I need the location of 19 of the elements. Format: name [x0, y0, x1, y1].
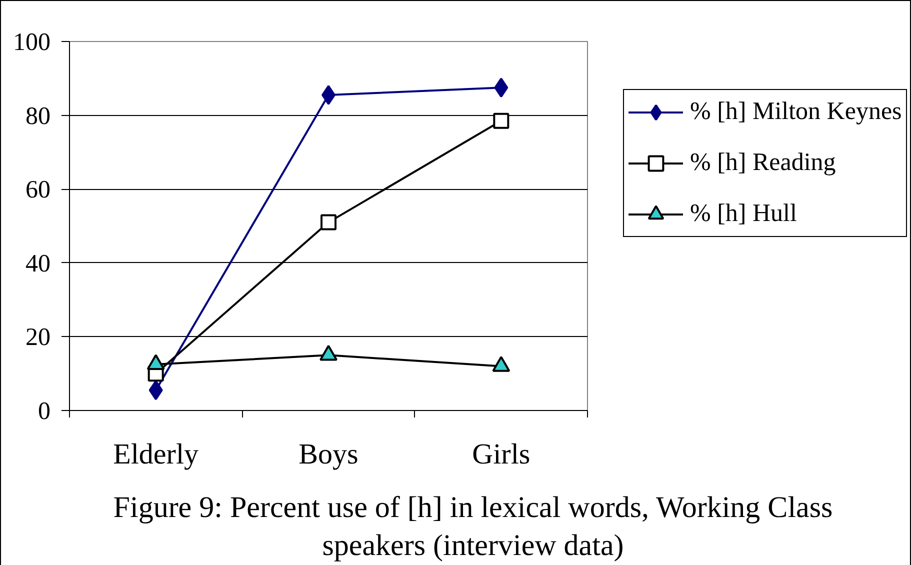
point [320, 344, 338, 361]
point [494, 78, 508, 98]
y-tick-label: 100 [13, 29, 50, 56]
legend-label: % [h] Milton Keynes [690, 97, 902, 127]
legend-label: % [h] Reading [690, 148, 836, 178]
y-tick-label: 0 [38, 398, 50, 425]
legend-label: % [h] Hull [690, 199, 797, 229]
point [146, 354, 165, 370]
point [493, 112, 510, 129]
text: Figure 9: Percent use of [h] in lexical words, Working Class speakers (interview data) [112, 490, 834, 564]
x-tick-label: Girls [472, 438, 530, 470]
y-tick-label: 40 [26, 250, 50, 278]
y-tick-label: 60 [26, 176, 50, 204]
x-tick-label: Boys [298, 438, 358, 470]
y-tick-label: 20 [26, 324, 50, 352]
point [492, 356, 510, 372]
y-tick-label: 80 [26, 102, 50, 130]
x-tick-label: Elderly [113, 438, 200, 470]
point [320, 214, 336, 230]
